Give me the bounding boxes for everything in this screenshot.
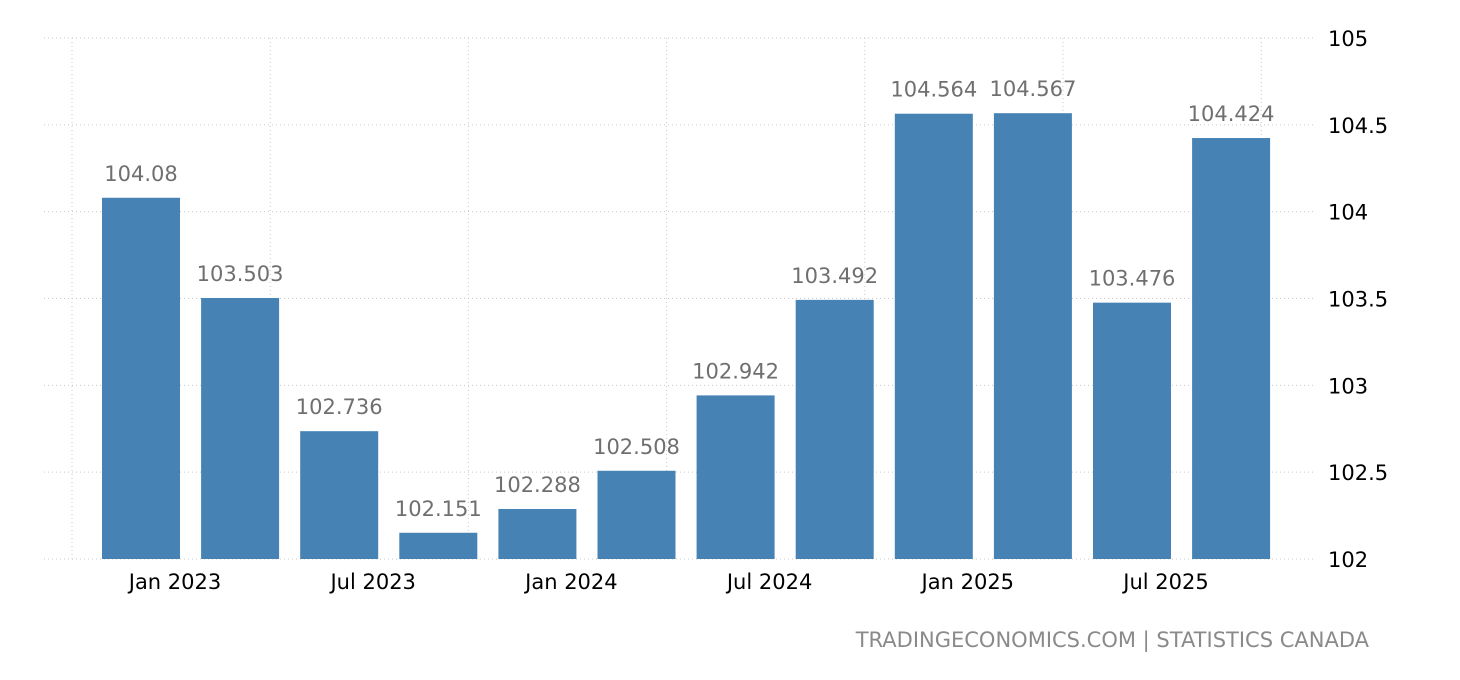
bar-2025-01[interactable] xyxy=(894,113,973,560)
data-label-2023-10: 102.151 xyxy=(395,497,482,521)
x-tick-label: Jul 2023 xyxy=(328,570,415,594)
data-label-2023-04: 103.503 xyxy=(197,262,284,286)
data-label-2024-10: 103.492 xyxy=(791,264,878,288)
bar-2024-04[interactable] xyxy=(597,470,676,559)
data-label-2023-07: 102.736 xyxy=(296,395,383,419)
y-tick-label: 104 xyxy=(1328,201,1368,225)
bar-2024-01[interactable] xyxy=(498,508,577,559)
x-tick-label: Jan 2025 xyxy=(920,570,1015,594)
x-axis: Jan 2023 Jul 2023 Jan 2024 Jul 2024 Jan 2025… xyxy=(127,570,1209,594)
y-tick-label: 103.5 xyxy=(1328,288,1388,312)
data-label-2024-04: 102.508 xyxy=(593,435,680,459)
bar-2023-07[interactable] xyxy=(300,431,379,559)
bar-2024-10[interactable] xyxy=(795,299,874,559)
bar-2023-01[interactable] xyxy=(102,197,180,560)
data-label-2025-04: 104.567 xyxy=(989,77,1076,101)
y-tick-label: 103 xyxy=(1328,374,1368,398)
data-label-2025-10: 104.424 xyxy=(1188,102,1275,126)
y-tick-label: 104.5 xyxy=(1328,114,1388,138)
source-credit[interactable]: TRADINGECONOMICS.COM | STATISTICS CANADA xyxy=(855,628,1369,652)
data-label-2025-07: 103.476 xyxy=(1089,267,1176,291)
data-label-2025-01: 104.564 xyxy=(890,78,977,102)
bar-2025-07[interactable] xyxy=(1093,302,1171,559)
bar-2023-10[interactable] xyxy=(399,532,478,559)
bar-2025-04[interactable] xyxy=(993,113,1072,560)
y-tick-label: 102.5 xyxy=(1328,461,1388,485)
bar-2024-07[interactable] xyxy=(696,395,775,559)
data-labels: 104.08 103.503 102.736 102.151 102.288 102.50… xyxy=(104,77,1274,521)
data-label-2024-01: 102.288 xyxy=(494,473,581,497)
y-tick-label: 105 xyxy=(1328,27,1368,51)
x-tick-label: Jan 2023 xyxy=(127,570,222,594)
y-axis: 102 102.5 103 103.5 104 104.5 105 xyxy=(1328,27,1388,572)
y-tick-label: 102 xyxy=(1328,548,1368,572)
bars xyxy=(102,113,1271,560)
x-tick-label: Jul 2025 xyxy=(1121,570,1208,594)
bar-2025-10[interactable] xyxy=(1192,138,1271,560)
bar-2023-04[interactable] xyxy=(201,297,280,559)
x-tick-label: Jul 2024 xyxy=(725,570,812,594)
x-tick-label: Jan 2024 xyxy=(523,570,618,594)
data-label-2023-01: 104.08 xyxy=(104,162,177,186)
data-label-2024-07: 102.942 xyxy=(692,359,779,383)
